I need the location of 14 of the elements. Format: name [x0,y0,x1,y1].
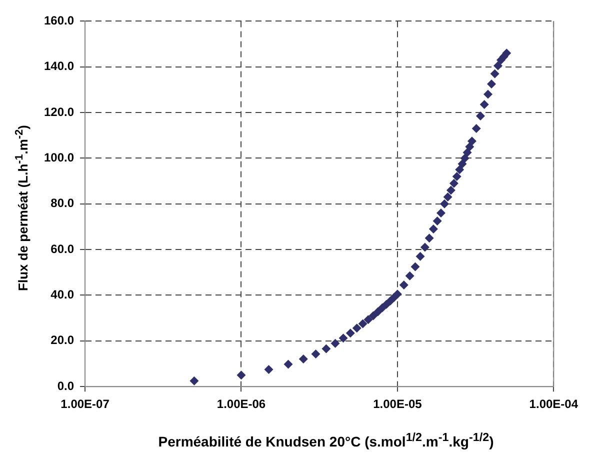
y-tick-label: 160.0 [44,14,74,28]
y-tick-label: 80.0 [50,196,74,210]
y-tick-label: 100.0 [44,150,74,165]
y-tick-label: 0.0 [57,378,74,393]
y-tick-label: 120.0 [44,104,74,119]
x-tick-label: 1.00E-05 [373,397,422,412]
x-tick-label: 1.00E-07 [60,397,110,412]
x-axis-title: Perméabilité de Knudsen 20°C (s.mol$^{1/2}$.m$^{-1}$.kg$^{-1/2}$) [157,431,495,450]
y-tick-label: 40.0 [50,288,74,302]
y-tick-label: 140.0 [44,59,74,74]
x-tick-label: 1.00E-04 [529,397,578,412]
y-tick-label: 60.0 [50,242,74,256]
x-tick-label: 1.00E-06 [216,397,266,412]
y-tick-label: 20.0 [50,333,74,348]
